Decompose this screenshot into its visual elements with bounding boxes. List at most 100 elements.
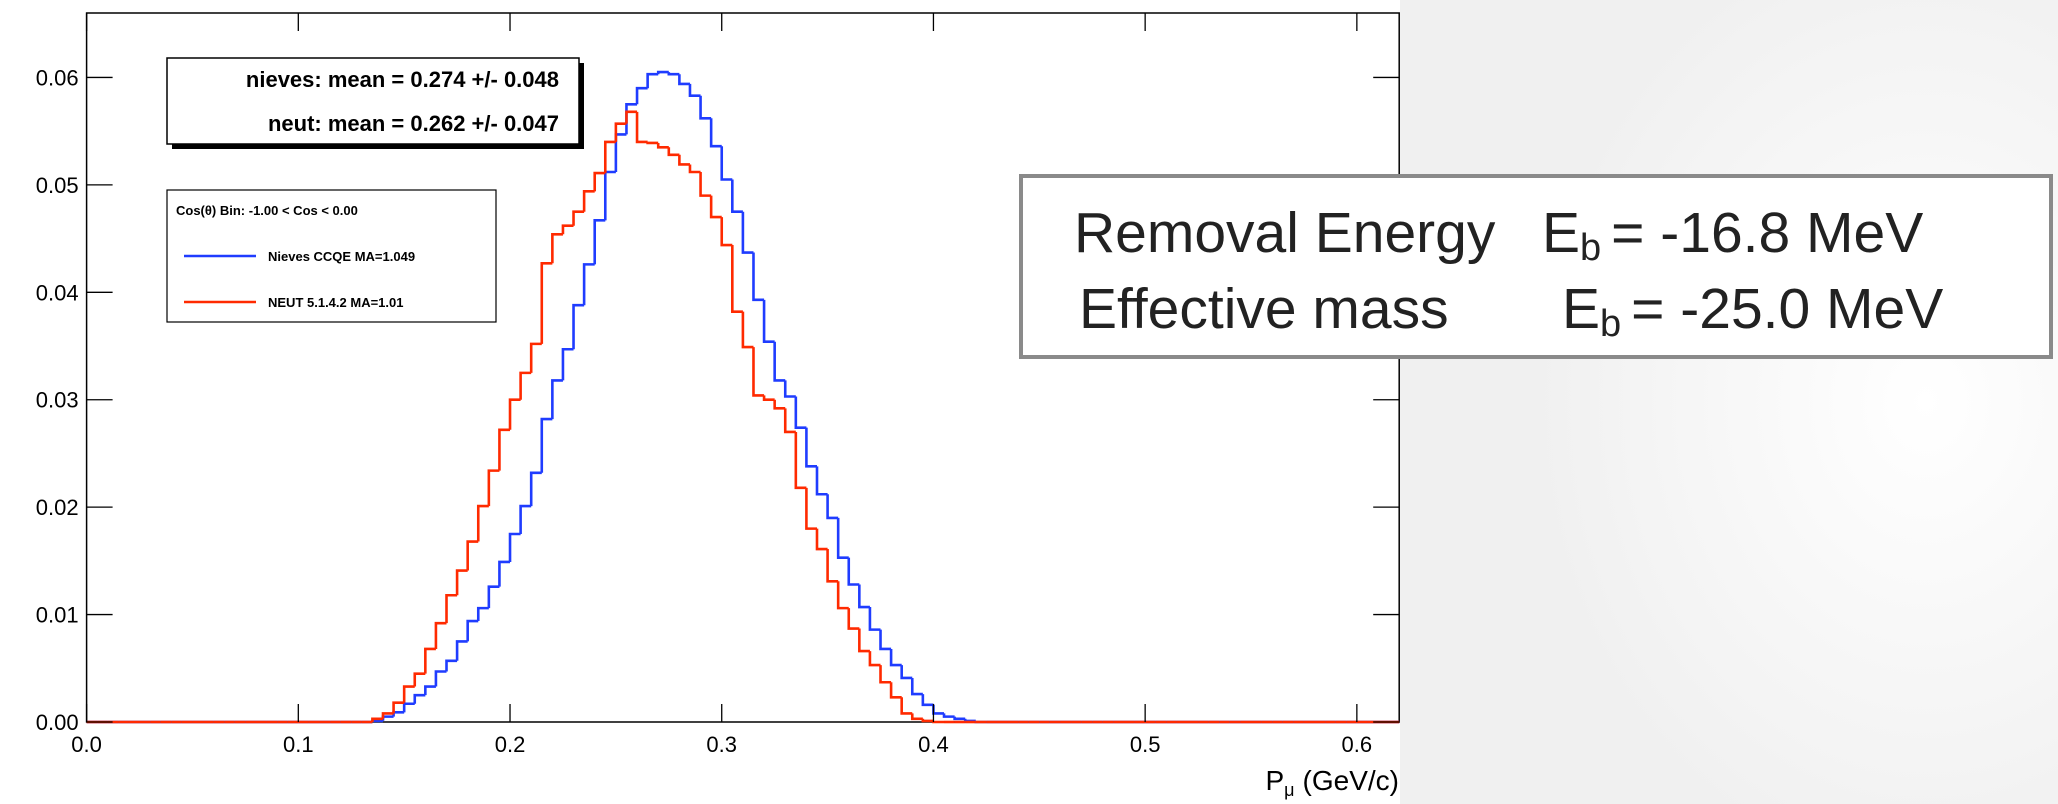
annotation-sub: b [1600, 303, 1621, 345]
stats-line: nieves: mean = 0.274 +/- 0.048 [246, 67, 559, 92]
histogram-bin [741, 211, 754, 254]
histogram-bin [625, 110, 638, 124]
annotation-sub: b [1580, 227, 1601, 269]
histogram-bin [783, 408, 796, 434]
x-tick-label: 0.1 [283, 732, 314, 757]
histogram-bin [487, 585, 500, 609]
histogram-bin [593, 219, 606, 265]
histogram-bin [656, 70, 669, 75]
legend-label: NEUT 5.1.4.2 MA=1.01 [268, 295, 403, 310]
histogram-bin [635, 111, 648, 144]
background [1400, 0, 2058, 804]
histogram-bin [519, 504, 532, 535]
histogram-bin [392, 701, 405, 714]
histogram-bin [413, 672, 426, 687]
histogram-bin [773, 341, 786, 382]
histogram-bin [434, 670, 447, 687]
x-tick-label: 0.0 [71, 732, 102, 757]
histogram-bin [540, 417, 553, 473]
annotation-value: = -25.0 MeV [1631, 277, 1943, 341]
histogram-bin [720, 146, 733, 181]
histogram-bin [561, 347, 574, 381]
histogram-bin [498, 560, 511, 587]
histogram-bin [603, 140, 616, 174]
y-tick-label: 0.03 [36, 388, 79, 413]
histogram-bin [561, 224, 574, 235]
histogram-bin [572, 210, 585, 226]
histogram-bin [540, 261, 553, 344]
histogram-bin [551, 232, 563, 264]
histogram-bin [847, 557, 860, 586]
histogram-bin [519, 371, 532, 400]
histogram-bin [413, 693, 426, 704]
legend-label: Nieves CCQE MA=1.049 [268, 249, 415, 264]
annotation-text: Effective mass [1079, 277, 1449, 341]
histogram-bin [508, 398, 521, 430]
x-label-main: P [1265, 765, 1284, 796]
histogram-bin [762, 299, 775, 344]
histogram-bin [593, 171, 606, 192]
histogram-bin [402, 702, 415, 713]
histogram-bin [836, 517, 849, 559]
histogram-bin [371, 719, 383, 723]
histogram-bin [805, 487, 817, 530]
histogram-bin [805, 427, 817, 468]
annotation: Removal Energy Eb = -16.8 MeV [1074, 201, 1923, 269]
histogram-bin [826, 494, 839, 520]
histogram-bin [646, 141, 659, 145]
histogram-bin [752, 252, 765, 302]
histogram-bin [932, 720, 945, 724]
annotation-text: Removal Energy [1074, 201, 1496, 265]
histogram-bin [402, 685, 415, 703]
histogram-bin [921, 694, 934, 707]
y-tick-label: 0.06 [36, 65, 79, 90]
legend-title: Cos(θ) Bin: -1.00 < Cos < 0.00 [176, 203, 358, 218]
histogram-bin [476, 606, 489, 622]
x-tick-label: 0.3 [706, 732, 737, 757]
histogram-bin [635, 86, 648, 105]
histogram-bin [551, 379, 563, 420]
histogram-bin [455, 640, 468, 661]
histogram-bin [529, 471, 542, 507]
histogram-bin [731, 179, 743, 214]
x-tick-label: 0.2 [495, 732, 526, 757]
histogram-bin [815, 528, 828, 551]
stats-box [166, 57, 580, 145]
histogram-bin [678, 154, 690, 166]
histogram-bin [910, 713, 923, 721]
histogram-bin [847, 608, 860, 630]
histogram-bin [773, 399, 786, 410]
histogram-bin [371, 717, 383, 722]
histogram-bin [858, 584, 870, 609]
histogram-bin [858, 628, 870, 653]
histogram-bin [445, 593, 458, 624]
histogram-bin [889, 648, 902, 667]
histogram-bin [942, 713, 955, 718]
histogram-bin [826, 549, 839, 583]
histogram-bin [582, 190, 595, 212]
annotation-value: = -16.8 MeV [1611, 201, 1923, 265]
y-tick-label: 0.02 [36, 495, 79, 520]
histogram-bin [529, 342, 542, 373]
x-axis-label: Pμ (GeV/c) [1265, 765, 1399, 800]
histogram-bin [688, 164, 701, 174]
histogram-bin [487, 469, 500, 507]
histogram-bin [921, 718, 934, 723]
histogram-bin [625, 103, 638, 135]
histogram-bin [434, 621, 447, 649]
histogram-bin [498, 428, 511, 471]
histogram-bin [699, 171, 712, 197]
histogram-bin [762, 395, 775, 402]
x-tick-label: 0.6 [1342, 732, 1373, 757]
annotation-symbol: E [1542, 201, 1580, 265]
histogram-bin [900, 697, 913, 715]
histogram-bin [815, 466, 828, 496]
histogram-bin [783, 380, 796, 398]
histogram-bin [709, 195, 722, 219]
histogram-bin [466, 540, 479, 571]
annotation-box [1019, 174, 2053, 359]
histogram-bin [614, 122, 627, 142]
x-label-sub: μ [1284, 780, 1294, 800]
histogram-bin [424, 685, 436, 696]
